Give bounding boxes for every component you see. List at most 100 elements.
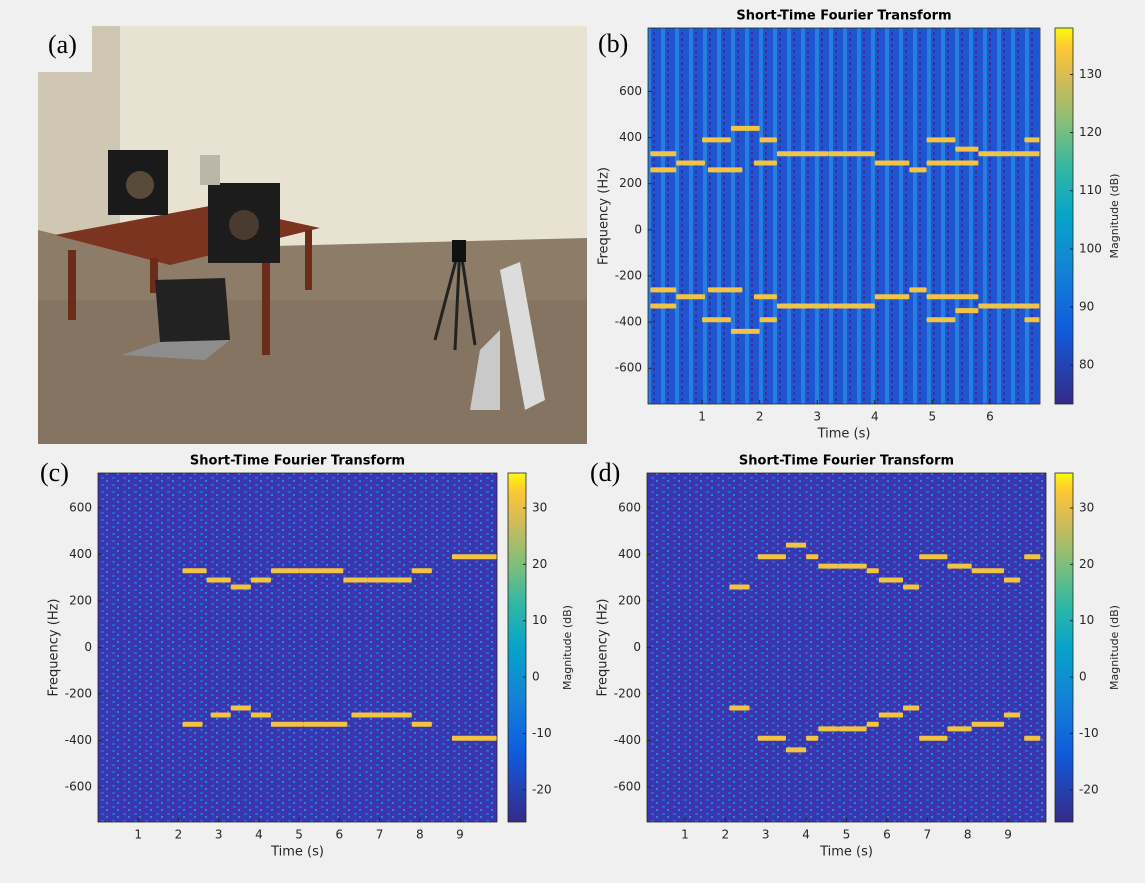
tone-segment xyxy=(251,712,271,717)
panel-label: (c) xyxy=(40,458,69,487)
spectrogram-image xyxy=(98,473,497,822)
colorbar-tick-label: 130 xyxy=(1079,67,1102,81)
tone-segment xyxy=(903,705,919,710)
tone-segment xyxy=(909,167,926,172)
colorbar-label: Magnitude (dB) xyxy=(1108,174,1121,259)
x-axis-label: Time (s) xyxy=(819,845,873,860)
tone-segment xyxy=(343,578,367,583)
tone-segment xyxy=(452,736,497,741)
tone-segment xyxy=(786,543,806,548)
colorbar-tick-label: 80 xyxy=(1079,358,1094,372)
y-axis-label: Frequency (Hz) xyxy=(47,598,62,696)
y-tick-label: 600 xyxy=(69,500,92,514)
x-tick-label: 5 xyxy=(929,410,937,424)
photo xyxy=(38,26,587,444)
tone-segment xyxy=(838,726,866,731)
tone-segment xyxy=(702,317,731,322)
tone-segment xyxy=(303,722,347,727)
colorbar-tick-label: 30 xyxy=(1079,500,1094,514)
tone-segment xyxy=(777,151,829,156)
x-tick-label: 3 xyxy=(813,410,821,424)
tone-segment xyxy=(972,568,1004,573)
spectrogram-image xyxy=(647,473,1046,822)
y-tick-label: -400 xyxy=(615,315,642,329)
chart-title: Short-Time Fourier Transform xyxy=(739,454,954,469)
tone-segment xyxy=(650,151,676,156)
tone-segment xyxy=(786,747,806,752)
tone-segment xyxy=(777,303,829,308)
tone-segment xyxy=(947,726,971,731)
tone-segment xyxy=(829,151,875,156)
colorbar-tick-label: 90 xyxy=(1079,299,1094,313)
x-tick-label: 4 xyxy=(871,410,879,424)
y-tick-label: 200 xyxy=(619,176,642,190)
colorbar-label: Magnitude (dB) xyxy=(1108,605,1121,690)
tone-segment xyxy=(875,160,910,165)
y-tick-label: -200 xyxy=(65,687,92,701)
colorbar-tick-label: -20 xyxy=(1079,782,1099,796)
colorbar xyxy=(1055,473,1073,822)
tone-segment xyxy=(251,578,271,583)
colorbar xyxy=(508,473,526,822)
x-tick-label: 2 xyxy=(756,410,764,424)
y-tick-label: 400 xyxy=(618,547,641,561)
tone-segment xyxy=(1024,137,1040,142)
x-tick-label: 1 xyxy=(134,828,142,842)
y-axis-label: Frequency (Hz) xyxy=(597,167,612,265)
y-axis-label: Frequency (Hz) xyxy=(596,598,611,696)
colorbar-tick-label: -20 xyxy=(532,782,552,796)
tone-segment xyxy=(875,294,910,299)
tone-segment xyxy=(758,736,786,741)
tone-segment xyxy=(927,294,979,299)
tone-segment xyxy=(729,585,749,590)
x-tick-label: 9 xyxy=(456,828,464,842)
colorbar-tick-label: 120 xyxy=(1079,125,1102,139)
x-tick-label: 1 xyxy=(698,410,706,424)
tone-segment xyxy=(708,287,743,292)
tone-segment xyxy=(806,554,818,559)
tone-segment xyxy=(838,564,866,569)
y-tick-label: 200 xyxy=(69,593,92,607)
tone-segment xyxy=(955,308,978,313)
y-tick-label: -400 xyxy=(65,733,92,747)
x-tick-label: 5 xyxy=(843,828,851,842)
tone-segment xyxy=(1024,317,1040,322)
x-tick-label: 8 xyxy=(964,828,972,842)
colorbar-tick-label: 20 xyxy=(532,557,547,571)
y-tick-label: -600 xyxy=(615,361,642,375)
y-tick-label: 0 xyxy=(84,640,92,654)
tone-segment xyxy=(271,568,299,573)
tone-segment xyxy=(927,137,956,142)
x-tick-label: 5 xyxy=(295,828,303,842)
tone-segment xyxy=(231,585,251,590)
tone-segment xyxy=(182,568,206,573)
panel-label: (a) xyxy=(48,30,77,59)
x-tick-label: 7 xyxy=(376,828,384,842)
tone-segment xyxy=(955,147,978,152)
x-tick-label: 4 xyxy=(802,828,810,842)
tone-segment xyxy=(182,722,202,727)
tone-segment xyxy=(1024,554,1040,559)
tone-segment xyxy=(978,151,1013,156)
tone-segment xyxy=(758,554,786,559)
tone-segment xyxy=(211,712,231,717)
colorbar-tick-label: 0 xyxy=(1079,670,1087,684)
y-tick-label: 600 xyxy=(619,84,642,98)
tone-segment xyxy=(271,722,303,727)
tone-segment xyxy=(1013,151,1040,156)
chart-title: Short-Time Fourier Transform xyxy=(736,9,951,24)
colorbar-tick-label: 100 xyxy=(1079,241,1102,255)
tone-segment xyxy=(754,294,777,299)
x-tick-label: 6 xyxy=(883,828,891,842)
colorbar-tick-label: 0 xyxy=(532,670,540,684)
figure: (a) (b)Short-Time Fourier Transform12345… xyxy=(0,0,1145,883)
x-tick-label: 6 xyxy=(336,828,344,842)
x-tick-label: 3 xyxy=(762,828,770,842)
tone-segment xyxy=(806,736,818,741)
tone-segment xyxy=(927,160,979,165)
tone-segment xyxy=(947,564,971,569)
tone-segment xyxy=(867,722,879,727)
x-tick-label: 6 xyxy=(986,410,994,424)
x-axis-label: Time (s) xyxy=(817,427,871,442)
colorbar-tick-label: 10 xyxy=(532,613,547,627)
